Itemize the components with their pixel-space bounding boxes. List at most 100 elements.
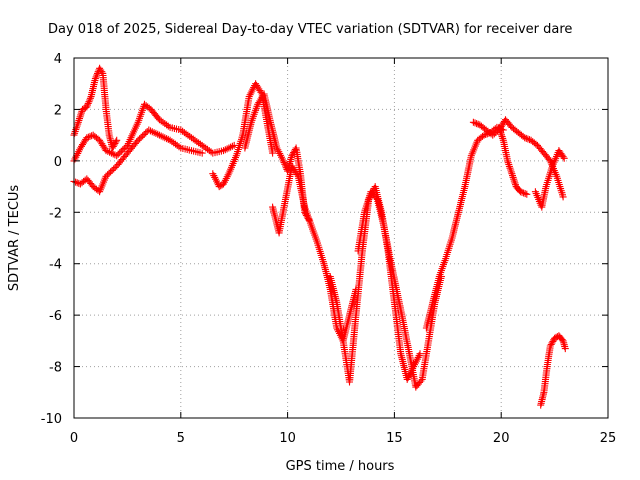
x-tick-label: 20 [493,431,510,446]
data-point [86,96,94,104]
data-point [76,115,83,123]
data-point [110,165,118,173]
data-point [111,139,119,147]
y-tick-label: -8 [49,361,62,376]
data-point [215,183,223,191]
series-track-a [70,64,121,152]
data-point [139,132,147,140]
y-tick-label: -2 [49,206,62,221]
data-point [293,171,301,179]
data-point [509,173,517,181]
x-tick-label: 10 [279,431,296,446]
data-point [279,157,287,165]
series-track-m [537,332,569,409]
series-track-l [531,147,568,211]
data-point [504,159,512,167]
data-point [88,181,96,189]
data-point [114,150,122,158]
y-axis-label: SDTVAR / TECUs [7,185,22,292]
data-point [154,130,162,138]
data-point [548,339,556,347]
data-point [134,136,142,144]
data-point [142,129,150,137]
data-point [532,140,540,148]
x-tick-label: 25 [600,431,617,446]
data-point [98,68,106,76]
data-point [546,342,554,350]
series-track-k [495,123,531,198]
data-point [163,135,171,143]
data-point [113,136,121,144]
data-point [288,152,296,160]
data-point [281,160,289,168]
y-tick-label: -6 [49,309,62,324]
data-point [473,120,481,128]
data-point [104,171,112,179]
data-point [145,126,153,134]
data-point [207,148,215,156]
data-point [119,146,127,154]
x-tick-label: 5 [177,431,185,446]
data-point [417,377,425,385]
data-point [559,193,567,201]
series-track-c [70,126,206,196]
data-point [547,341,555,348]
data-points [70,64,569,409]
data-point [559,153,567,161]
data-point [108,166,116,174]
data-point [520,189,528,197]
axis-ticks: 0 5 10 15 20 25 -10 -8 -6 -4 -2 0 2 4 [41,52,617,446]
y-tick-label: 4 [54,52,62,67]
series-track-i [422,123,507,332]
data-point [86,94,94,102]
data-point [117,147,125,155]
data-point [558,336,566,344]
data-point [110,141,118,149]
data-point [522,134,530,142]
data-point [91,75,99,83]
series-track-f [269,162,360,345]
data-point [269,149,277,157]
data-point [88,132,96,140]
data-point [469,118,477,126]
x-tick-label: 15 [386,431,403,446]
y-tick-label: -10 [41,412,62,427]
data-point [518,188,526,196]
series-track-j [469,116,567,201]
data-point [109,143,117,150]
x-tick-label: 0 [70,431,78,446]
data-point [480,131,488,139]
data-point [107,168,115,176]
data-point [105,169,113,177]
series-track-d [209,80,277,191]
data-point [85,98,93,106]
data-point [133,138,141,146]
data-point [521,190,529,198]
data-point [136,135,144,143]
data-point [280,159,288,167]
data-point [113,152,121,160]
data-point [416,350,424,358]
x-axis-label: GPS time / hours [286,459,395,474]
data-point [521,134,529,142]
data-point [111,164,119,171]
grid-lines [74,58,608,418]
y-tick-label: 0 [54,155,62,170]
data-point [84,133,92,141]
data-point [83,134,91,142]
data-point [93,71,101,79]
data-point [72,178,80,186]
data-point [116,149,124,157]
data-point [524,135,532,143]
data-point [75,179,83,187]
data-point [120,144,128,152]
data-point [84,101,91,109]
data-point [523,190,531,198]
y-tick-label: 2 [54,103,62,118]
chart-title: Day 018 of 2025, Sidereal Day-to-day VTE… [48,22,572,37]
data-point [102,172,110,180]
data-point [112,138,120,146]
y-tick-label: -4 [49,258,62,273]
data-point [71,129,79,137]
